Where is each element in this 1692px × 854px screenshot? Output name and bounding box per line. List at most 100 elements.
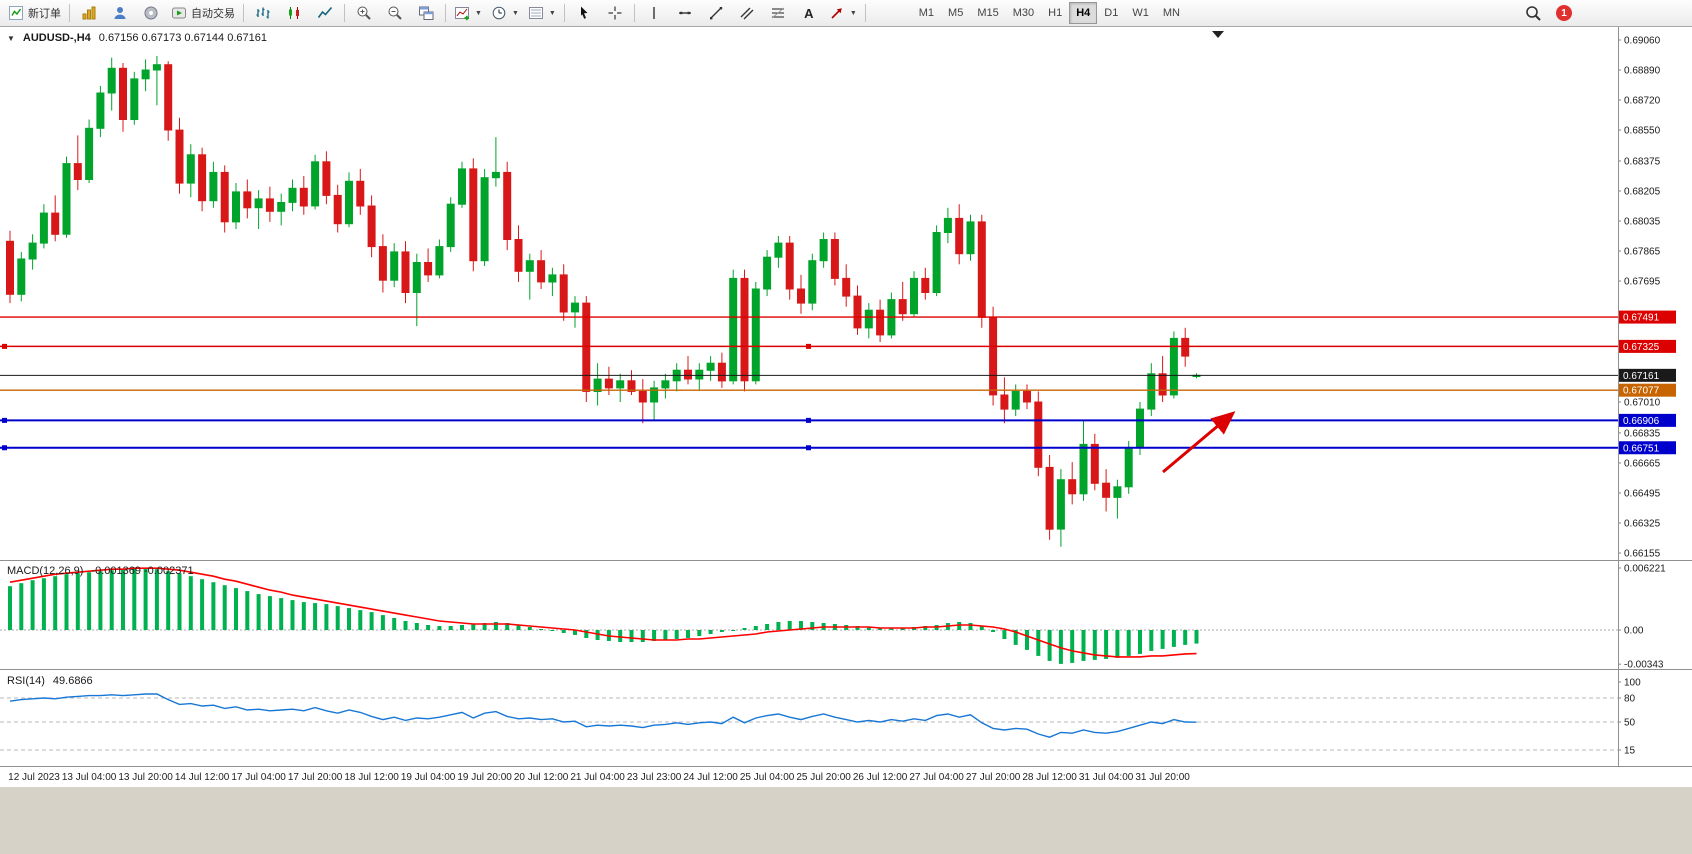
svg-text:0.67161: 0.67161 [1623,371,1660,382]
svg-text:0.66665: 0.66665 [1624,458,1661,469]
zoom-out-icon [388,6,402,20]
tab-timeframe-mn[interactable]: MN [1162,7,1180,19]
channel-tool[interactable] [732,1,762,25]
crosshair-icon [608,6,622,20]
new-order-icon [9,6,23,20]
separator [563,4,565,22]
arrow-tool-icon [831,8,842,19]
notification-badge[interactable]: 1 [1556,5,1572,21]
charts-button[interactable] [74,1,104,25]
svg-text:0.67695: 0.67695 [1624,277,1661,288]
svg-text:0.66906: 0.66906 [1623,416,1660,427]
data-window-icon [144,6,158,20]
new-order-label: 新订单 [28,8,61,20]
svg-text:17 Jul 20:00: 17 Jul 20:00 [288,772,343,783]
channel-icon [740,7,754,20]
svg-text:31 Jul 20:00: 31 Jul 20:00 [1135,772,1190,783]
tab-timeframe-d1[interactable]: D1 [1104,7,1119,19]
line-chart-button[interactable] [310,1,340,25]
profile-icon [114,7,126,19]
indicators-icon [455,7,469,21]
tab-timeframe-h1[interactable]: H1 [1048,7,1063,19]
search-icon[interactable] [1525,5,1542,22]
svg-text:14 Jul 12:00: 14 Jul 12:00 [175,772,230,783]
svg-text:0.66325: 0.66325 [1624,518,1661,529]
price-tag [1619,383,1676,397]
periods-dropdown[interactable]: ▼ [487,1,523,25]
svg-text:17 Jul 04:00: 17 Jul 04:00 [231,772,286,783]
svg-text:25 Jul 04:00: 25 Jul 04:00 [740,772,795,783]
arrows-tool-dropdown[interactable]: ▼ [825,1,861,25]
auto-trading-button[interactable]: 自动交易 [167,1,239,25]
candlestick-chart-icon [289,7,299,19]
fibonacci-tool[interactable] [763,1,793,25]
clock-icon [492,6,506,20]
gold-bars-icon [82,6,96,20]
chevron-down-icon: ▼ [475,9,482,17]
text-tool-icon: A [804,5,814,21]
svg-text:0.68205: 0.68205 [1624,186,1661,197]
macd-signal-line [9,567,1197,658]
line-chart-icon [317,6,333,18]
price-tag [1619,368,1676,382]
svg-text:28 Jul 12:00: 28 Jul 12:00 [1022,772,1077,783]
tab-timeframe-m15[interactable]: M15 [977,7,999,19]
svg-text:80: 80 [1624,694,1636,705]
chevron-down-icon: ▼ [548,9,556,17]
text-tool[interactable]: A [794,1,824,25]
trend-arrow-annotation[interactable] [1162,411,1236,474]
svg-text:0.00: 0.00 [1624,626,1644,637]
svg-text:0.68550: 0.68550 [1624,126,1661,137]
zoom-in-button[interactable] [349,1,379,25]
chart-shift-marker[interactable] [1212,31,1224,38]
svg-text:0.67325: 0.67325 [1623,342,1660,353]
tab-timeframe-m30[interactable]: M30 [1012,7,1035,19]
tab-timeframe-m1[interactable]: M1 [918,7,935,19]
rsi-line [9,693,1197,738]
indicators-dropdown[interactable]: ▼ [450,1,486,25]
crosshair-tool-button[interactable] [600,1,630,25]
bar-chart-button[interactable] [248,1,278,25]
svg-text:23 Jul 23:00: 23 Jul 23:00 [627,772,682,783]
zoom-out-button[interactable] [380,1,410,25]
vertical-line-tool[interactable] [639,1,669,25]
svg-text:27 Jul 20:00: 27 Jul 20:00 [966,772,1021,783]
separator [864,4,866,22]
tile-windows-button[interactable] [411,1,441,25]
svg-text:0.66495: 0.66495 [1624,488,1661,499]
tab-timeframe-h4[interactable]: H4 [1069,2,1098,24]
new-order-button[interactable]: 新订单 [4,1,65,25]
trendline-tool[interactable] [701,1,731,25]
svg-text:27 Jul 04:00: 27 Jul 04:00 [909,772,964,783]
price-tag [1619,310,1676,324]
svg-text:18 Jul 12:00: 18 Jul 12:00 [344,772,399,783]
auto-trading-icon [172,7,186,19]
svg-text:20 Jul 12:00: 20 Jul 12:00 [514,772,569,783]
data-window-button[interactable] [136,1,166,25]
templates-dropdown[interactable]: ▼ [524,1,560,25]
vertical-line-icon [653,7,655,19]
profile-button[interactable] [105,1,135,25]
tab-timeframe-m5[interactable]: M5 [948,7,964,19]
main-toolbar: 新订单 自动交易 ▼ ▼ ▼ [0,0,1692,27]
svg-text:25 Jul 20:00: 25 Jul 20:00 [796,772,851,783]
separator [69,4,70,22]
horizontal-line-icon [678,11,691,15]
chart-canvas[interactable]: 0.67491 0.67325 0.67161 0.67077 0.66906 0.667… [0,27,1692,854]
svg-text:0.66155: 0.66155 [1624,549,1661,560]
chevron-down-icon: ▼ [511,9,519,17]
cursor-tool-button[interactable] [569,1,599,25]
tile-windows-icon [419,6,434,20]
chart-background [0,27,1692,854]
svg-text:0.68720: 0.68720 [1624,96,1661,107]
zoom-in-icon [357,6,371,20]
separator [633,4,635,22]
auto-trading-label: 自动交易 [191,8,235,20]
candlestick-chart-button[interactable] [279,1,309,25]
svg-text:0.66835: 0.66835 [1624,428,1661,439]
svg-text:0.006221: 0.006221 [1624,564,1666,575]
horizontal-line-tool[interactable] [670,1,700,25]
time-axis[interactable]: 12 Jul 2023 13 Jul 04:00 13 Jul 20:00 14 Ju… [8,772,1190,783]
tab-timeframe-w1[interactable]: W1 [1132,7,1149,19]
svg-text:0.68035: 0.68035 [1624,217,1661,228]
